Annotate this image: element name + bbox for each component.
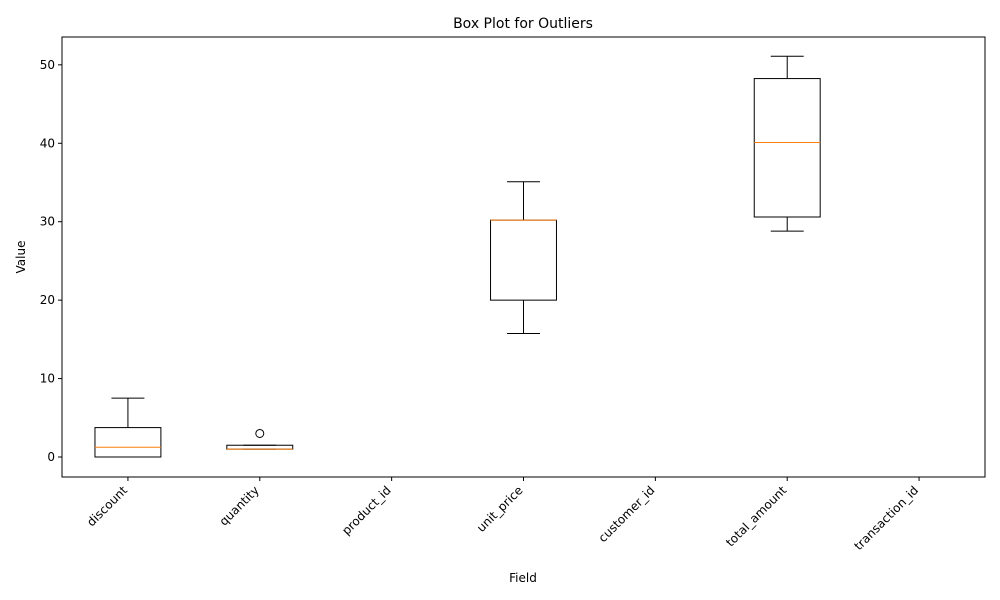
chart-title: Box Plot for Outliers bbox=[453, 16, 593, 32]
plot-area bbox=[94, 55, 821, 458]
box-total_amount bbox=[753, 78, 821, 218]
x-axis-label: Field bbox=[509, 571, 537, 585]
y-tick-label: 40 bbox=[40, 136, 55, 150]
y-tick-label: 50 bbox=[40, 58, 55, 72]
y-tick-label: 10 bbox=[40, 372, 55, 386]
y-tick-label: 30 bbox=[40, 215, 55, 229]
y-tick-label: 0 bbox=[47, 450, 55, 464]
y-tick-label: 20 bbox=[40, 293, 55, 307]
box-discount bbox=[94, 427, 162, 458]
outlier-point bbox=[255, 428, 265, 438]
y-axis-label: Value bbox=[14, 241, 28, 274]
